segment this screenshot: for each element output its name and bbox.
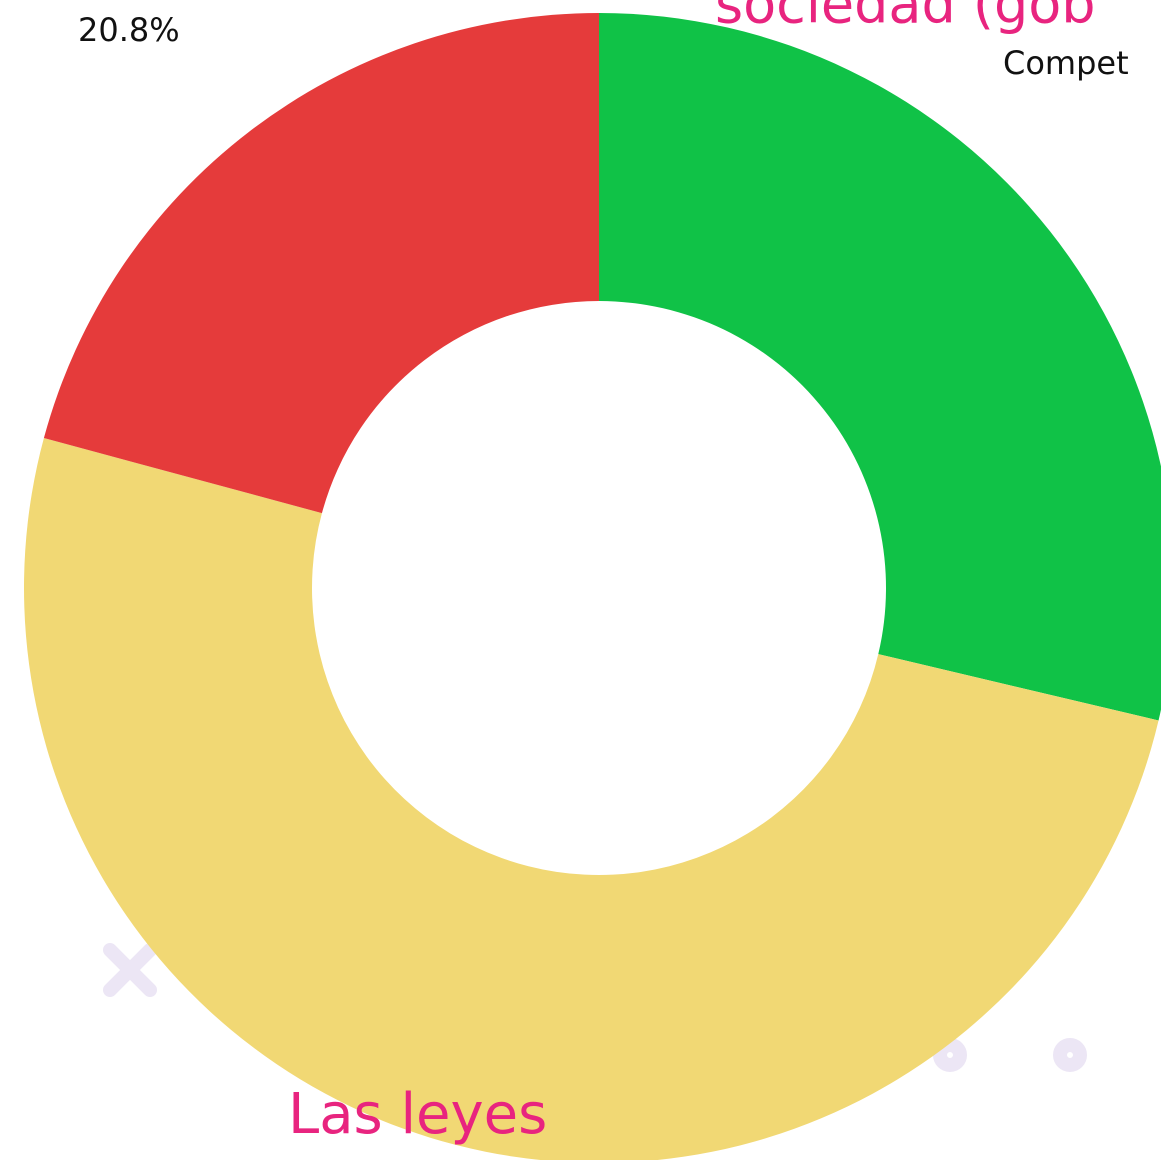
category-label: Las leyes	[288, 1082, 547, 1147]
slice	[44, 13, 599, 513]
page: {"chart_data": {"type": "pie", "categori…	[0, 0, 1161, 1160]
donut	[24, 13, 1161, 1160]
annotation: Compet	[1003, 44, 1129, 82]
category-label: sociedad (gob	[715, 0, 1096, 36]
value-label: 20.8%	[78, 11, 180, 49]
slice	[599, 13, 1161, 720]
chart: Compet sociedad (gob Las leyes 20.8%	[0, 0, 1161, 1160]
